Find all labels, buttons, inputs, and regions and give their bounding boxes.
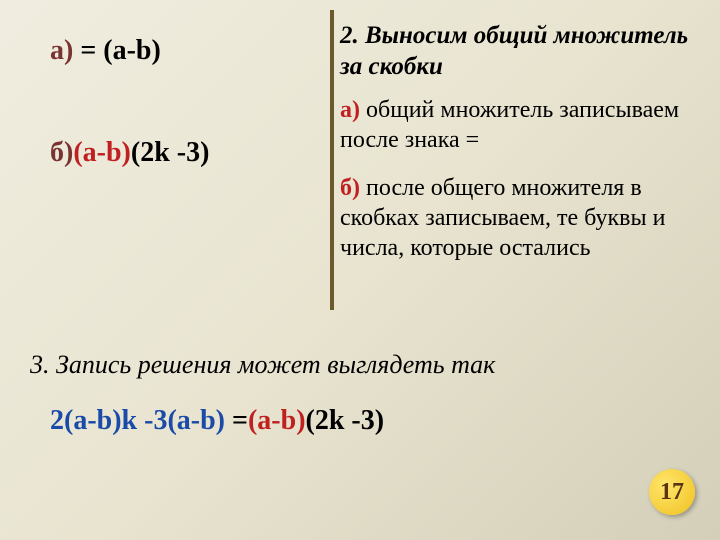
equation-b: б)(a-b)(2k -3): [50, 137, 310, 169]
left-column: а) = (a-b) б)(a-b)(2k -3): [50, 35, 310, 169]
expr-b-red: (a-b): [73, 137, 131, 168]
explain-b: б) после общего множителя в скобках запи…: [340, 173, 700, 263]
eq-sign: =: [232, 405, 248, 436]
explain-a-text: общий множитель записываем после знака =: [340, 97, 679, 153]
explain-b-text: после общего множителя в скобках записыв…: [340, 175, 665, 261]
final-equation: 2(a-b)k -3(a-b) =(a-b)(2k -3): [50, 405, 384, 437]
step3-heading: 3. Запись решения может выглядеть так: [30, 350, 690, 380]
eq-rhs-red: (a-b): [248, 405, 306, 436]
page-number: 17: [660, 479, 684, 506]
step2-heading: 2. Выносим общий множитель за скобки: [340, 20, 700, 83]
eq-lhs: 2(a-b)k -3(a-b): [50, 405, 232, 436]
vertical-divider: [330, 10, 334, 310]
expr-b-black: (2k -3): [131, 137, 210, 168]
explain-b-label: б): [340, 175, 360, 201]
eq-rhs-black: (2k -3): [306, 405, 385, 436]
right-column: 2. Выносим общий множитель за скобки а) …: [340, 20, 700, 263]
explain-a: а) общий множитель записываем после знак…: [340, 95, 700, 155]
expr-a: = (a-b): [73, 35, 161, 66]
label-b: б): [50, 137, 73, 168]
label-a: а): [50, 35, 73, 66]
equation-a: а) = (a-b): [50, 35, 310, 67]
explain-a-label: а): [340, 97, 360, 123]
page-number-badge: 17: [649, 469, 695, 515]
